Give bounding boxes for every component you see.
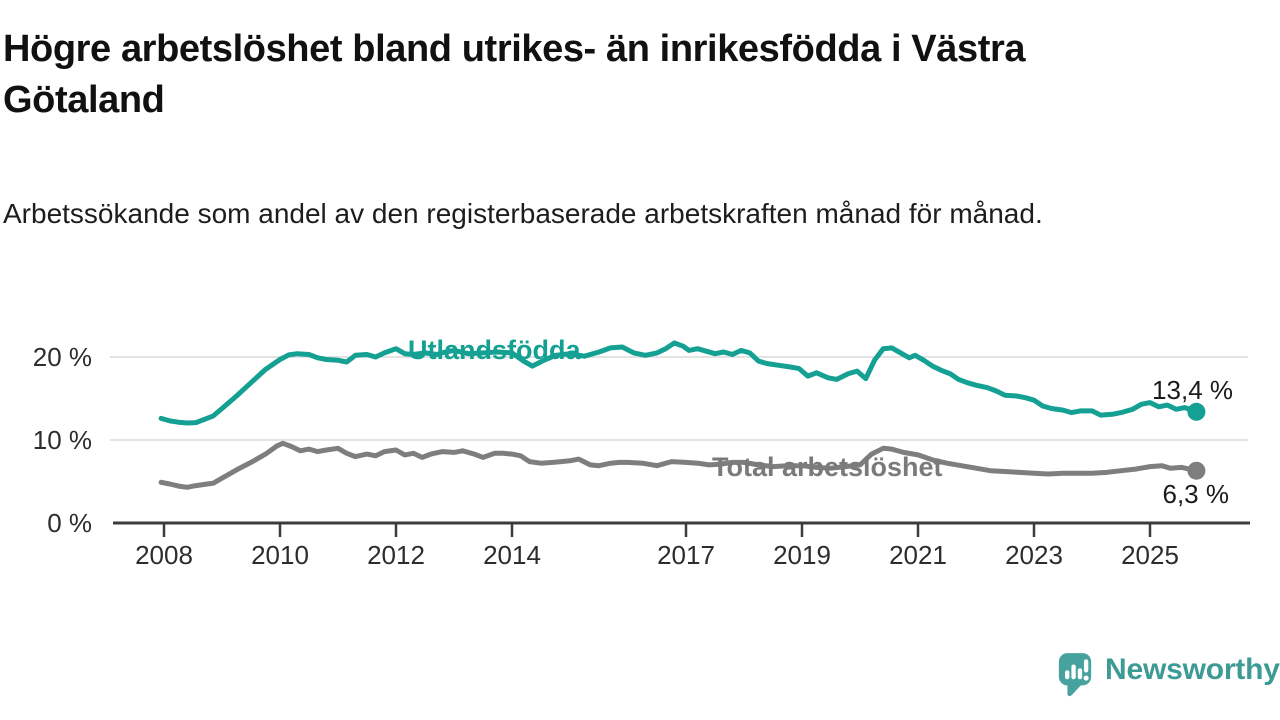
end-dot-utlandsfodda	[1187, 402, 1206, 421]
series-line-total-arbetsloshet	[158, 440, 1199, 490]
series-label-utlandsfodda: Utlandsfödda	[408, 335, 581, 365]
x-tick-label-2010: 2010	[251, 540, 309, 570]
chart-subtitle: Arbetssökande som andel av den registerb…	[3, 198, 1043, 229]
series-line-utlandsfodda	[158, 340, 1199, 426]
y-axis-label-0: 0 %	[47, 508, 92, 538]
end-value-label-utlandsfodda: 13,4 %	[1152, 375, 1233, 405]
series-layer	[158, 340, 1206, 490]
x-tick-label-2012: 2012	[367, 540, 425, 570]
x-tick-label-2008: 2008	[135, 540, 193, 570]
newsworthy-brand: Newsworthy	[1056, 650, 1280, 698]
x-tick-label-2017: 2017	[657, 540, 715, 570]
x-tick-label-2023: 2023	[1005, 540, 1063, 570]
x-tick-label-2014: 2014	[483, 540, 541, 570]
end-value-label-total-arbetsloshet: 6,3 %	[1163, 479, 1230, 509]
series-label-total-arbetsloshet: Total arbetslöshet	[712, 452, 943, 482]
x-tick-label-2021: 2021	[889, 540, 947, 570]
y-axis-label-10: 10 %	[33, 425, 92, 455]
grid-layer: 0 % 10 % 20 % 2008 2010 2012 2014 2017 2019 2021 2…	[33, 342, 1250, 570]
brand-name: Newsworthy	[1105, 653, 1280, 686]
x-tick-label-2025: 2025	[1121, 540, 1179, 570]
x-tick-label-2019: 2019	[773, 540, 831, 570]
newsworthy-logo-icon	[1058, 653, 1092, 697]
y-axis-label-20: 20 %	[33, 342, 92, 372]
label-layer: Utlandsfödda Total arbetslöshet 13,4 % 6…	[408, 335, 1233, 509]
page-title: Högre arbetslöshet bland utrikes- än inr…	[3, 28, 1026, 121]
end-dot-total-arbetsloshet	[1187, 461, 1206, 480]
